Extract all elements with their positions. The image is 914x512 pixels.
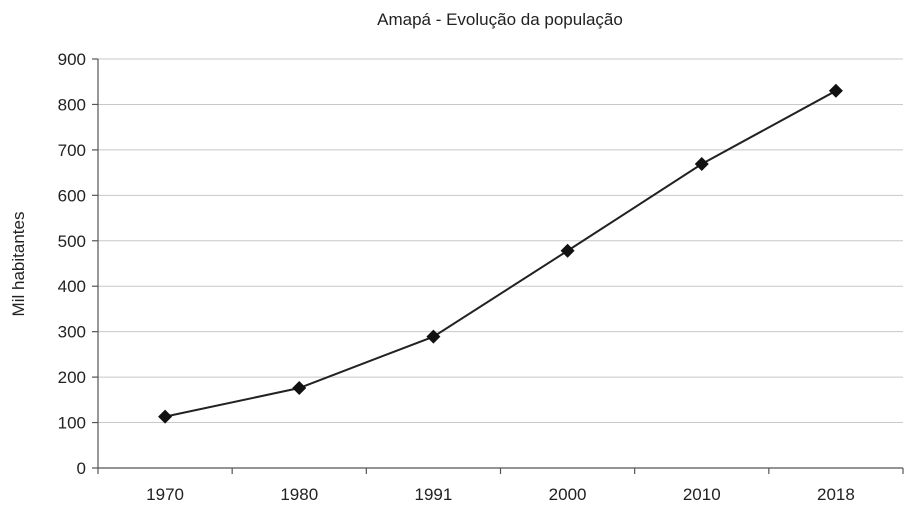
data-point-2000 <box>560 243 575 258</box>
y-tick-label: 100 <box>58 414 86 433</box>
x-tick-label-1980: 1980 <box>280 485 318 504</box>
y-tick-label: 800 <box>58 95 86 114</box>
y-tick-label: 0 <box>77 459 86 478</box>
series <box>164 89 837 418</box>
data-markers <box>158 83 843 424</box>
y-tick-labels: 0 100 200 300 400 500 600 700 800 900 <box>58 50 86 478</box>
y-tick-label: 600 <box>58 186 86 205</box>
y-tick-label: 700 <box>58 141 86 160</box>
x-tick-label-2018: 2018 <box>817 485 855 504</box>
data-point-1980 <box>292 381 307 396</box>
chart-title: Amapá - Evolução da população <box>377 10 623 29</box>
series-line-0 <box>164 89 837 418</box>
y-tick-label: 200 <box>58 368 86 387</box>
y-tick-label: 900 <box>58 50 86 69</box>
x-tick-label-2010: 2010 <box>683 485 721 504</box>
data-point-2010 <box>694 156 709 171</box>
gridlines <box>98 58 903 424</box>
y-tick-label: 500 <box>58 232 86 251</box>
y-tick-label: 300 <box>58 323 86 342</box>
data-point-2018 <box>828 83 843 98</box>
data-point-1970 <box>158 409 173 424</box>
x-tick-labels: 1970 1980 1991 2000 2010 2018 <box>146 485 855 504</box>
axes <box>92 58 904 474</box>
data-point-1991 <box>426 329 441 344</box>
x-tick-label-1970: 1970 <box>146 485 184 504</box>
x-tick-label-1991: 1991 <box>415 485 453 504</box>
x-tick-label-2000: 2000 <box>549 485 587 504</box>
y-tick-label: 400 <box>58 277 86 296</box>
y-axis-label: Mil habitantes <box>9 212 28 317</box>
